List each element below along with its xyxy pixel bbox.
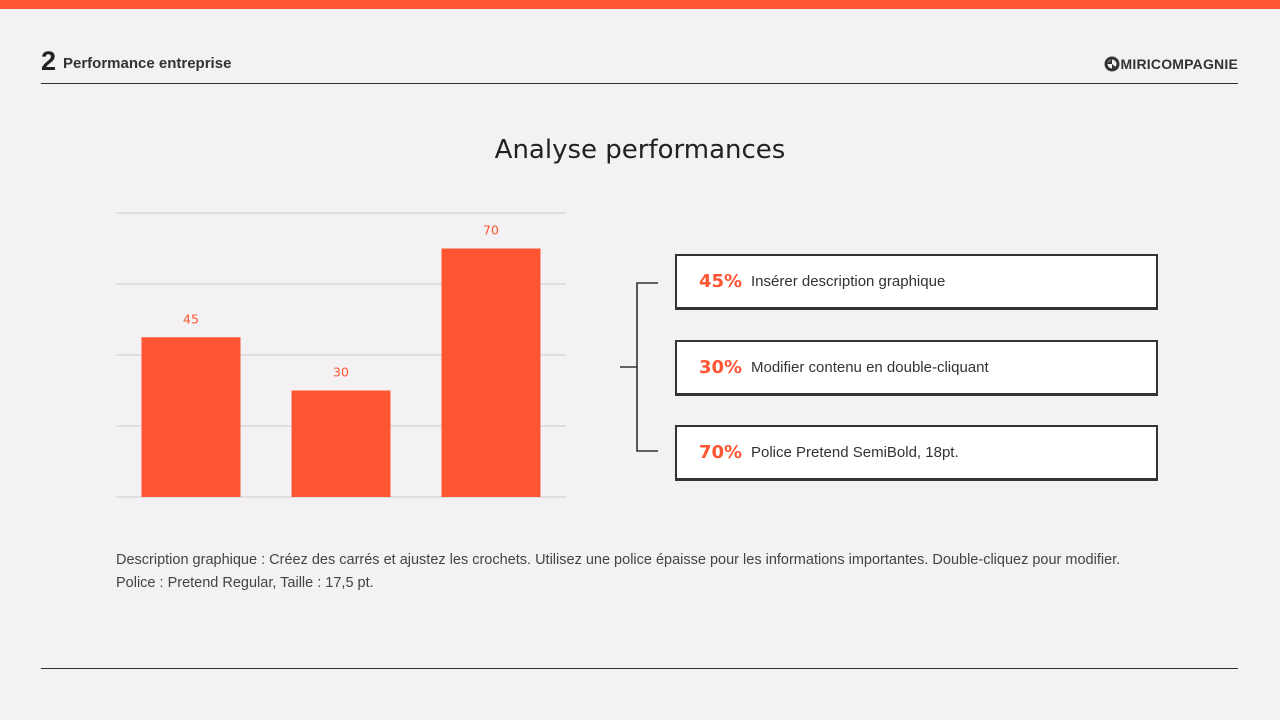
chart-data-label-3: 70 [483, 223, 499, 238]
bar-chart: 45 30 70 [116, 200, 566, 510]
section-title: Performance entreprise [63, 55, 232, 72]
logo-text: MIRICOMPAGNIE [1120, 56, 1238, 72]
top-accent-bar [0, 0, 1280, 9]
bracket-connector [620, 282, 658, 452]
legend-percent: 70% [699, 442, 743, 463]
bar-chart-svg: 45 30 70 [116, 212, 566, 498]
chart-bar-1 [141, 337, 241, 497]
slide-header: 2 Performance entreprise MIRICOMPAGNIE [41, 46, 1238, 84]
legend-box-1: 45% Insérer description graphique [675, 254, 1158, 310]
chart-description: Description graphique : Créez des carrés… [116, 552, 1121, 591]
slide-title: Analyse performances [494, 135, 786, 165]
legend-text: Police Pretend SemiBold, 18pt. [751, 444, 959, 461]
chart-bar-3 [441, 248, 541, 497]
footer-divider [41, 668, 1238, 669]
chart-data-label-2: 30 [333, 365, 349, 380]
section-number: 2 [41, 46, 57, 76]
legend-percent: 45% [699, 271, 743, 292]
legend-percent: 30% [699, 357, 743, 378]
brand-logo: MIRICOMPAGNIE [1104, 55, 1238, 73]
logo-mark-icon [1104, 56, 1120, 72]
legend-text: Modifier contenu en double-cliquant [751, 359, 989, 376]
legend-box-3: 70% Police Pretend SemiBold, 18pt. [675, 425, 1158, 481]
legend-box-2: 30% Modifier contenu en double-cliquant [675, 340, 1158, 396]
chart-data-label-1: 45 [183, 311, 199, 326]
legend-text: Insérer description graphique [751, 273, 946, 290]
chart-bar-2 [291, 390, 391, 497]
